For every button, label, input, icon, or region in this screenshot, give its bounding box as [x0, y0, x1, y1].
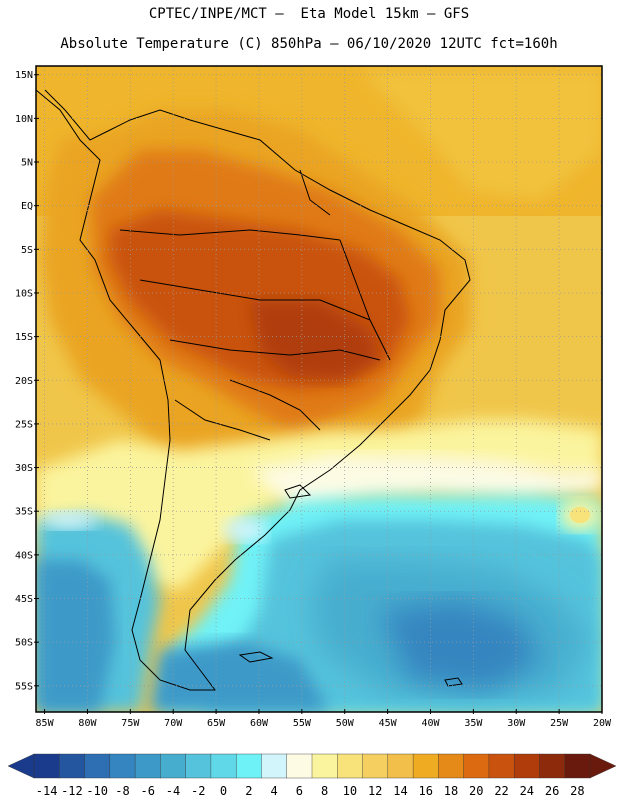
- lon-tick-label: 45W: [379, 718, 398, 729]
- lat-tick-label: 40S: [15, 550, 33, 561]
- colorbar-swatch: [235, 753, 262, 779]
- colorbar-swatch: [109, 753, 136, 779]
- colorbar-label: 12: [368, 784, 382, 798]
- colorbar-label: 22: [494, 784, 508, 798]
- colorbar-label: -6: [141, 784, 155, 798]
- lon-tick-label: 65W: [207, 718, 226, 729]
- lon-tick-label: 80W: [78, 718, 97, 729]
- lat-tick-label: 10S: [15, 288, 33, 299]
- lat-tick-label: 15S: [15, 332, 33, 343]
- lon-tick-label: 25W: [550, 718, 569, 729]
- lat-tick-label: 25S: [15, 419, 33, 430]
- lon-tick-label: 75W: [121, 718, 140, 729]
- lat-tick-label: 35S: [15, 507, 33, 518]
- colorbar-label: 28: [570, 784, 584, 798]
- colorbar-swatch: [185, 753, 212, 779]
- colorbar-swatch: [210, 753, 237, 779]
- lat-tick-label: 20S: [15, 376, 33, 387]
- colorbar-swatch: [261, 753, 288, 779]
- colorbar-swatch: [387, 753, 414, 779]
- colorbar-label: -10: [86, 784, 108, 798]
- colorbar-swatch: [412, 753, 439, 779]
- colorbar-swatch: [362, 753, 389, 779]
- lat-tick-label: 5S: [21, 245, 33, 256]
- colorbar-swatch: [513, 753, 540, 779]
- colorbar-label: 26: [545, 784, 559, 798]
- lat-tick-label: 50S: [15, 638, 33, 649]
- lon-tick-label: 55W: [293, 718, 312, 729]
- lat-tick-label: EQ: [21, 201, 33, 212]
- colorbar-label: 24: [520, 784, 534, 798]
- colorbar-swatch: [286, 753, 313, 779]
- colorbar-swatch: [84, 753, 111, 779]
- colorbar-label: 8: [321, 784, 328, 798]
- colorbar: -14 -12 -10 -8 -6 -4 -2 0 2 4 6 8 10 12 14 16 18 20 22 24 26…: [7, 753, 617, 798]
- lat-tick-label: 5N: [21, 158, 33, 169]
- lat-tick-label: 10N: [15, 114, 33, 125]
- coastline: [36, 89, 471, 691]
- colorbar-label: 10: [343, 784, 357, 798]
- colorbar-swatch: [134, 753, 161, 779]
- colorbar-label: 2: [245, 784, 252, 798]
- colorbar-label: 6: [296, 784, 303, 798]
- colorbar-label: -4: [166, 784, 180, 798]
- colorbar-label: 4: [270, 784, 277, 798]
- colorbar-swatch: [337, 753, 364, 779]
- lon-tick-label: 20W: [593, 718, 612, 729]
- colorbar-swatch: [160, 753, 187, 779]
- colorbar-label: -12: [61, 784, 83, 798]
- lon-tick-label: 85W: [36, 718, 55, 729]
- longitude-ticks: 85W 80W 75W 70W 65W 60W 55W 50W 45W 40W 35W 30W 25W 2…: [36, 709, 612, 729]
- colorbar-label: 18: [444, 784, 458, 798]
- colorbar-label: -14: [36, 784, 58, 798]
- colorbar-low-arrow: [7, 753, 35, 779]
- lon-tick-label: 30W: [507, 718, 526, 729]
- map-frame: [35, 65, 603, 713]
- colorbar-label: -2: [191, 784, 205, 798]
- colorbar-swatch: [438, 753, 465, 779]
- title-line-2: Absolute Temperature (C) 850hPa – 06/10/…: [60, 36, 558, 52]
- lon-tick-label: 70W: [164, 718, 183, 729]
- lat-tick-label: 30S: [15, 463, 33, 474]
- lon-tick-label: 50W: [336, 718, 355, 729]
- colorbar-swatch: [33, 753, 60, 779]
- title-line-1: CPTEC/INPE/MCT – Eta Model 15km – GFS: [148, 6, 470, 22]
- colorbar-label: 20: [469, 784, 483, 798]
- lon-tick-label: 60W: [250, 718, 269, 729]
- colorbar-swatch: [311, 753, 338, 779]
- lat-tick-label: 45S: [15, 594, 33, 605]
- colorbar-swatch: [488, 753, 515, 779]
- latitude-ticks: 15N 10N 5N EQ 5S 10S 15S 20S 25S 30S 35S 40S 45S 50S 5…: [15, 70, 39, 692]
- temperature-field: [36, 66, 602, 712]
- colorbar-swatch: [59, 753, 86, 779]
- colorbar-high-arrow: [589, 753, 617, 779]
- colorbar-swatch: [463, 753, 490, 779]
- lon-tick-label: 35W: [464, 718, 483, 729]
- colorbar-label: 14: [393, 784, 407, 798]
- colorbar-swatch: [564, 753, 591, 779]
- colorbar-label: 0: [220, 784, 227, 798]
- lat-tick-label: 55S: [15, 681, 33, 692]
- lon-tick-label: 40W: [421, 718, 440, 729]
- lat-tick-label: 15N: [15, 70, 33, 81]
- colorbar-swatch: [539, 753, 566, 779]
- colorbar-label: 16: [419, 784, 433, 798]
- colorbar-label: -8: [115, 784, 129, 798]
